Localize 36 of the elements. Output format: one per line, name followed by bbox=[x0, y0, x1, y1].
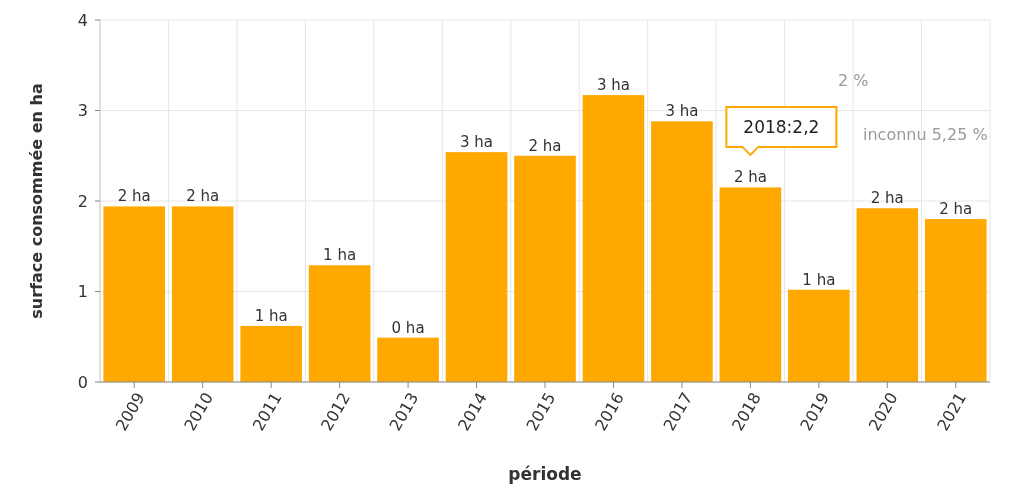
data-label: 1 ha bbox=[254, 306, 288, 325]
bar bbox=[103, 206, 166, 382]
data-label: 2 ha bbox=[939, 200, 973, 219]
y-axis-title: surface consommée en ha bbox=[27, 83, 46, 319]
x-axis-title: période bbox=[508, 464, 582, 484]
y-tick-label: 4 bbox=[77, 10, 88, 30]
data-label: 3 ha bbox=[665, 102, 699, 121]
data-label: 1 ha bbox=[802, 270, 836, 289]
data-label: 3 ha bbox=[460, 133, 494, 152]
bar bbox=[924, 219, 987, 382]
data-label: 3 ha bbox=[596, 76, 630, 95]
bar bbox=[308, 265, 371, 382]
data-label: 2 ha bbox=[870, 189, 904, 208]
annotation: 2 % bbox=[838, 71, 869, 90]
data-label: 1 ha bbox=[323, 246, 357, 265]
bar bbox=[788, 289, 850, 382]
data-label: 0 ha bbox=[391, 318, 425, 337]
bar bbox=[445, 152, 508, 382]
bar bbox=[651, 121, 713, 382]
data-label: 2 ha bbox=[186, 187, 220, 206]
bar bbox=[719, 187, 782, 382]
y-tick-label: 3 bbox=[77, 101, 88, 121]
bar bbox=[377, 337, 439, 382]
bar bbox=[514, 155, 576, 382]
y-tick-label: 1 bbox=[77, 282, 88, 302]
y-tick-label: 0 bbox=[77, 372, 88, 392]
data-label: 2 ha bbox=[528, 136, 562, 155]
bar bbox=[171, 206, 234, 382]
data-label: 2 ha bbox=[733, 168, 767, 187]
annotation: inconnu 5,25 % bbox=[863, 125, 988, 144]
y-tick-label: 2 bbox=[77, 191, 88, 211]
bar bbox=[240, 325, 302, 382]
annotation: 2018:2,2 bbox=[743, 116, 820, 137]
bar bbox=[856, 208, 919, 382]
bar bbox=[582, 95, 645, 382]
data-label: 2 ha bbox=[117, 187, 151, 206]
